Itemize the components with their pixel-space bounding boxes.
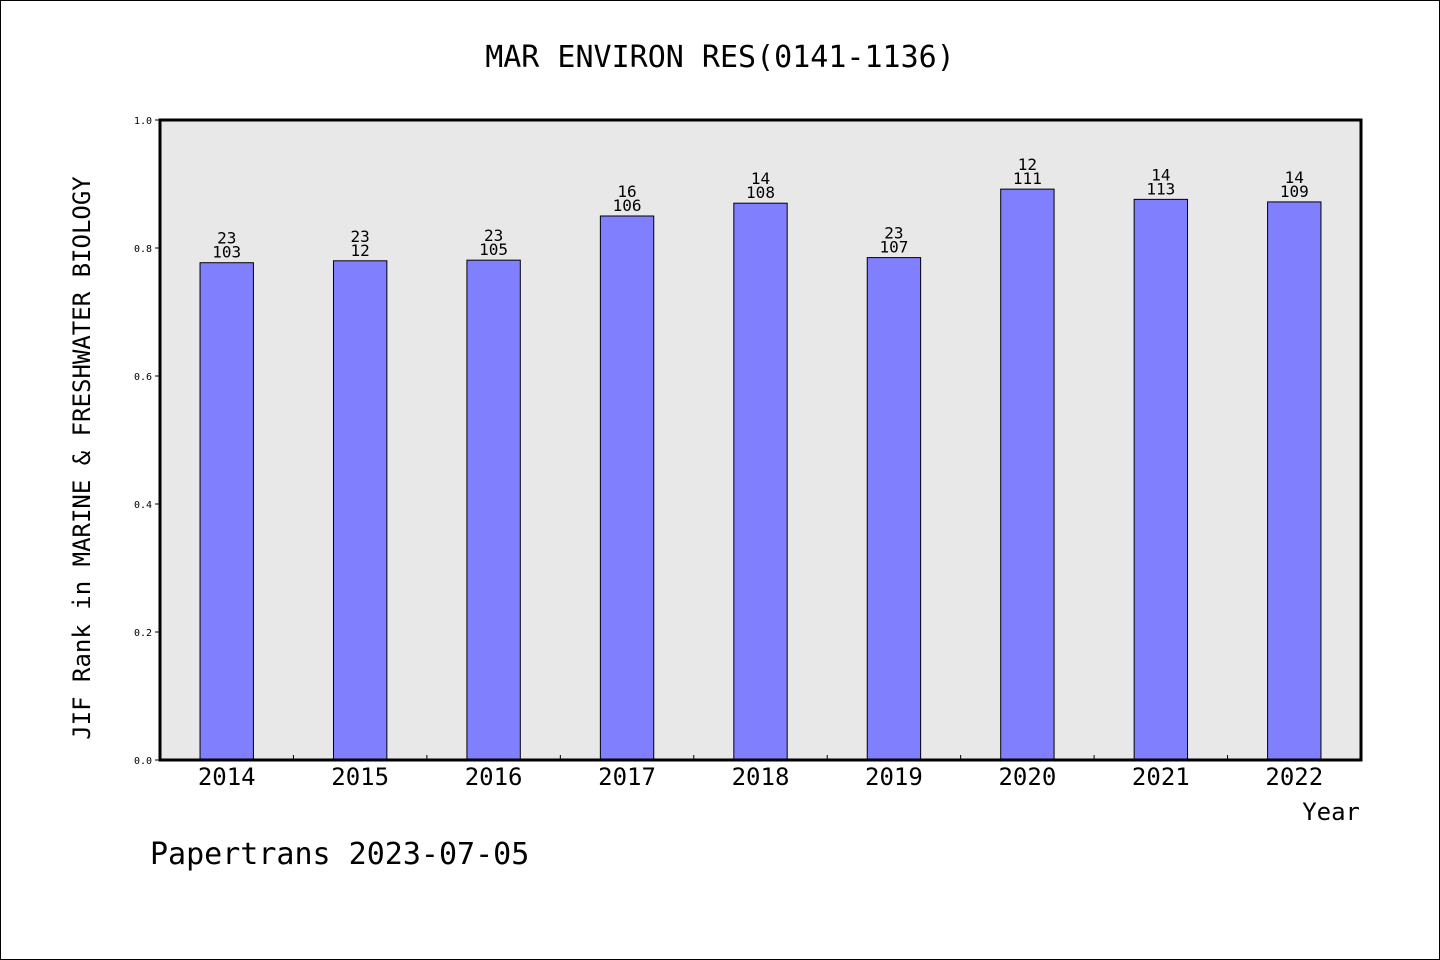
footer-credit: Papertrans 2023-07-05 — [150, 837, 529, 872]
x-tick-label: 2020 — [998, 763, 1056, 791]
total-label: 111 — [1013, 169, 1042, 188]
bars-group — [199, 188, 1322, 761]
rank-label: 12 — [1018, 155, 1037, 174]
bar-2014 — [199, 262, 254, 761]
bar-2019 — [866, 257, 922, 761]
total-label: 108 — [746, 183, 775, 202]
y-tick-label: 0.4 — [134, 500, 152, 511]
total-label: 105 — [479, 240, 508, 259]
x-tick-label: 2019 — [865, 763, 923, 791]
bar-2015 — [332, 260, 388, 761]
rank-label: 23 — [217, 229, 236, 248]
chart-title: MAR ENVIRON RES(0141-1136) — [485, 40, 955, 75]
plot-border — [158, 118, 1363, 762]
y-tick-label: 0.0 — [134, 756, 152, 767]
x-tick-label: 2017 — [598, 763, 656, 791]
x-tick-label: 2016 — [465, 763, 523, 791]
x-tick-label: 2021 — [1132, 763, 1190, 791]
bar-2020 — [1000, 188, 1055, 761]
x-tick-label: 2015 — [331, 763, 389, 791]
rank-label: 23 — [884, 224, 903, 243]
total-label: 113 — [1146, 179, 1175, 198]
y-axis-label: JIF Rank in MARINE & FRESHWATER BIOLOGY — [68, 176, 96, 740]
x-tick-label: 2014 — [198, 763, 256, 791]
bar-2017 — [599, 215, 655, 761]
bar-2021 — [1133, 198, 1189, 761]
x-tick-label: 2018 — [732, 763, 790, 791]
total-label: 109 — [1280, 182, 1309, 201]
rank-label: 16 — [617, 182, 636, 201]
total-label: 107 — [879, 238, 908, 257]
total-label: 106 — [613, 196, 642, 215]
rank-label: 14 — [1285, 168, 1304, 187]
bar-2022 — [1267, 201, 1322, 761]
total-label: 12 — [351, 241, 370, 260]
rank-label: 14 — [1151, 165, 1170, 184]
bar-2018 — [733, 202, 788, 761]
rank-label: 14 — [751, 169, 770, 188]
rank-label: 23 — [484, 226, 503, 245]
x-ticks-group: 2014 2015 2016 2017 2018 2019 2020 2021 2022 — [198, 755, 1323, 791]
x-axis-label: Year — [1302, 798, 1360, 826]
bar-2016 — [466, 259, 521, 761]
y-tick-label: 0.6 — [134, 372, 152, 383]
y-tick-label: 1.0 — [134, 116, 152, 127]
total-label: 103 — [212, 243, 241, 262]
x-tick-label: 2022 — [1265, 763, 1323, 791]
y-tick-label: 0.8 — [134, 244, 152, 255]
y-tick-label: 0.2 — [134, 628, 152, 639]
rank-label: 23 — [351, 227, 370, 246]
y-ticks-group: 0.0 0.2 0.4 0.6 0.8 1.0 — [134, 116, 160, 767]
